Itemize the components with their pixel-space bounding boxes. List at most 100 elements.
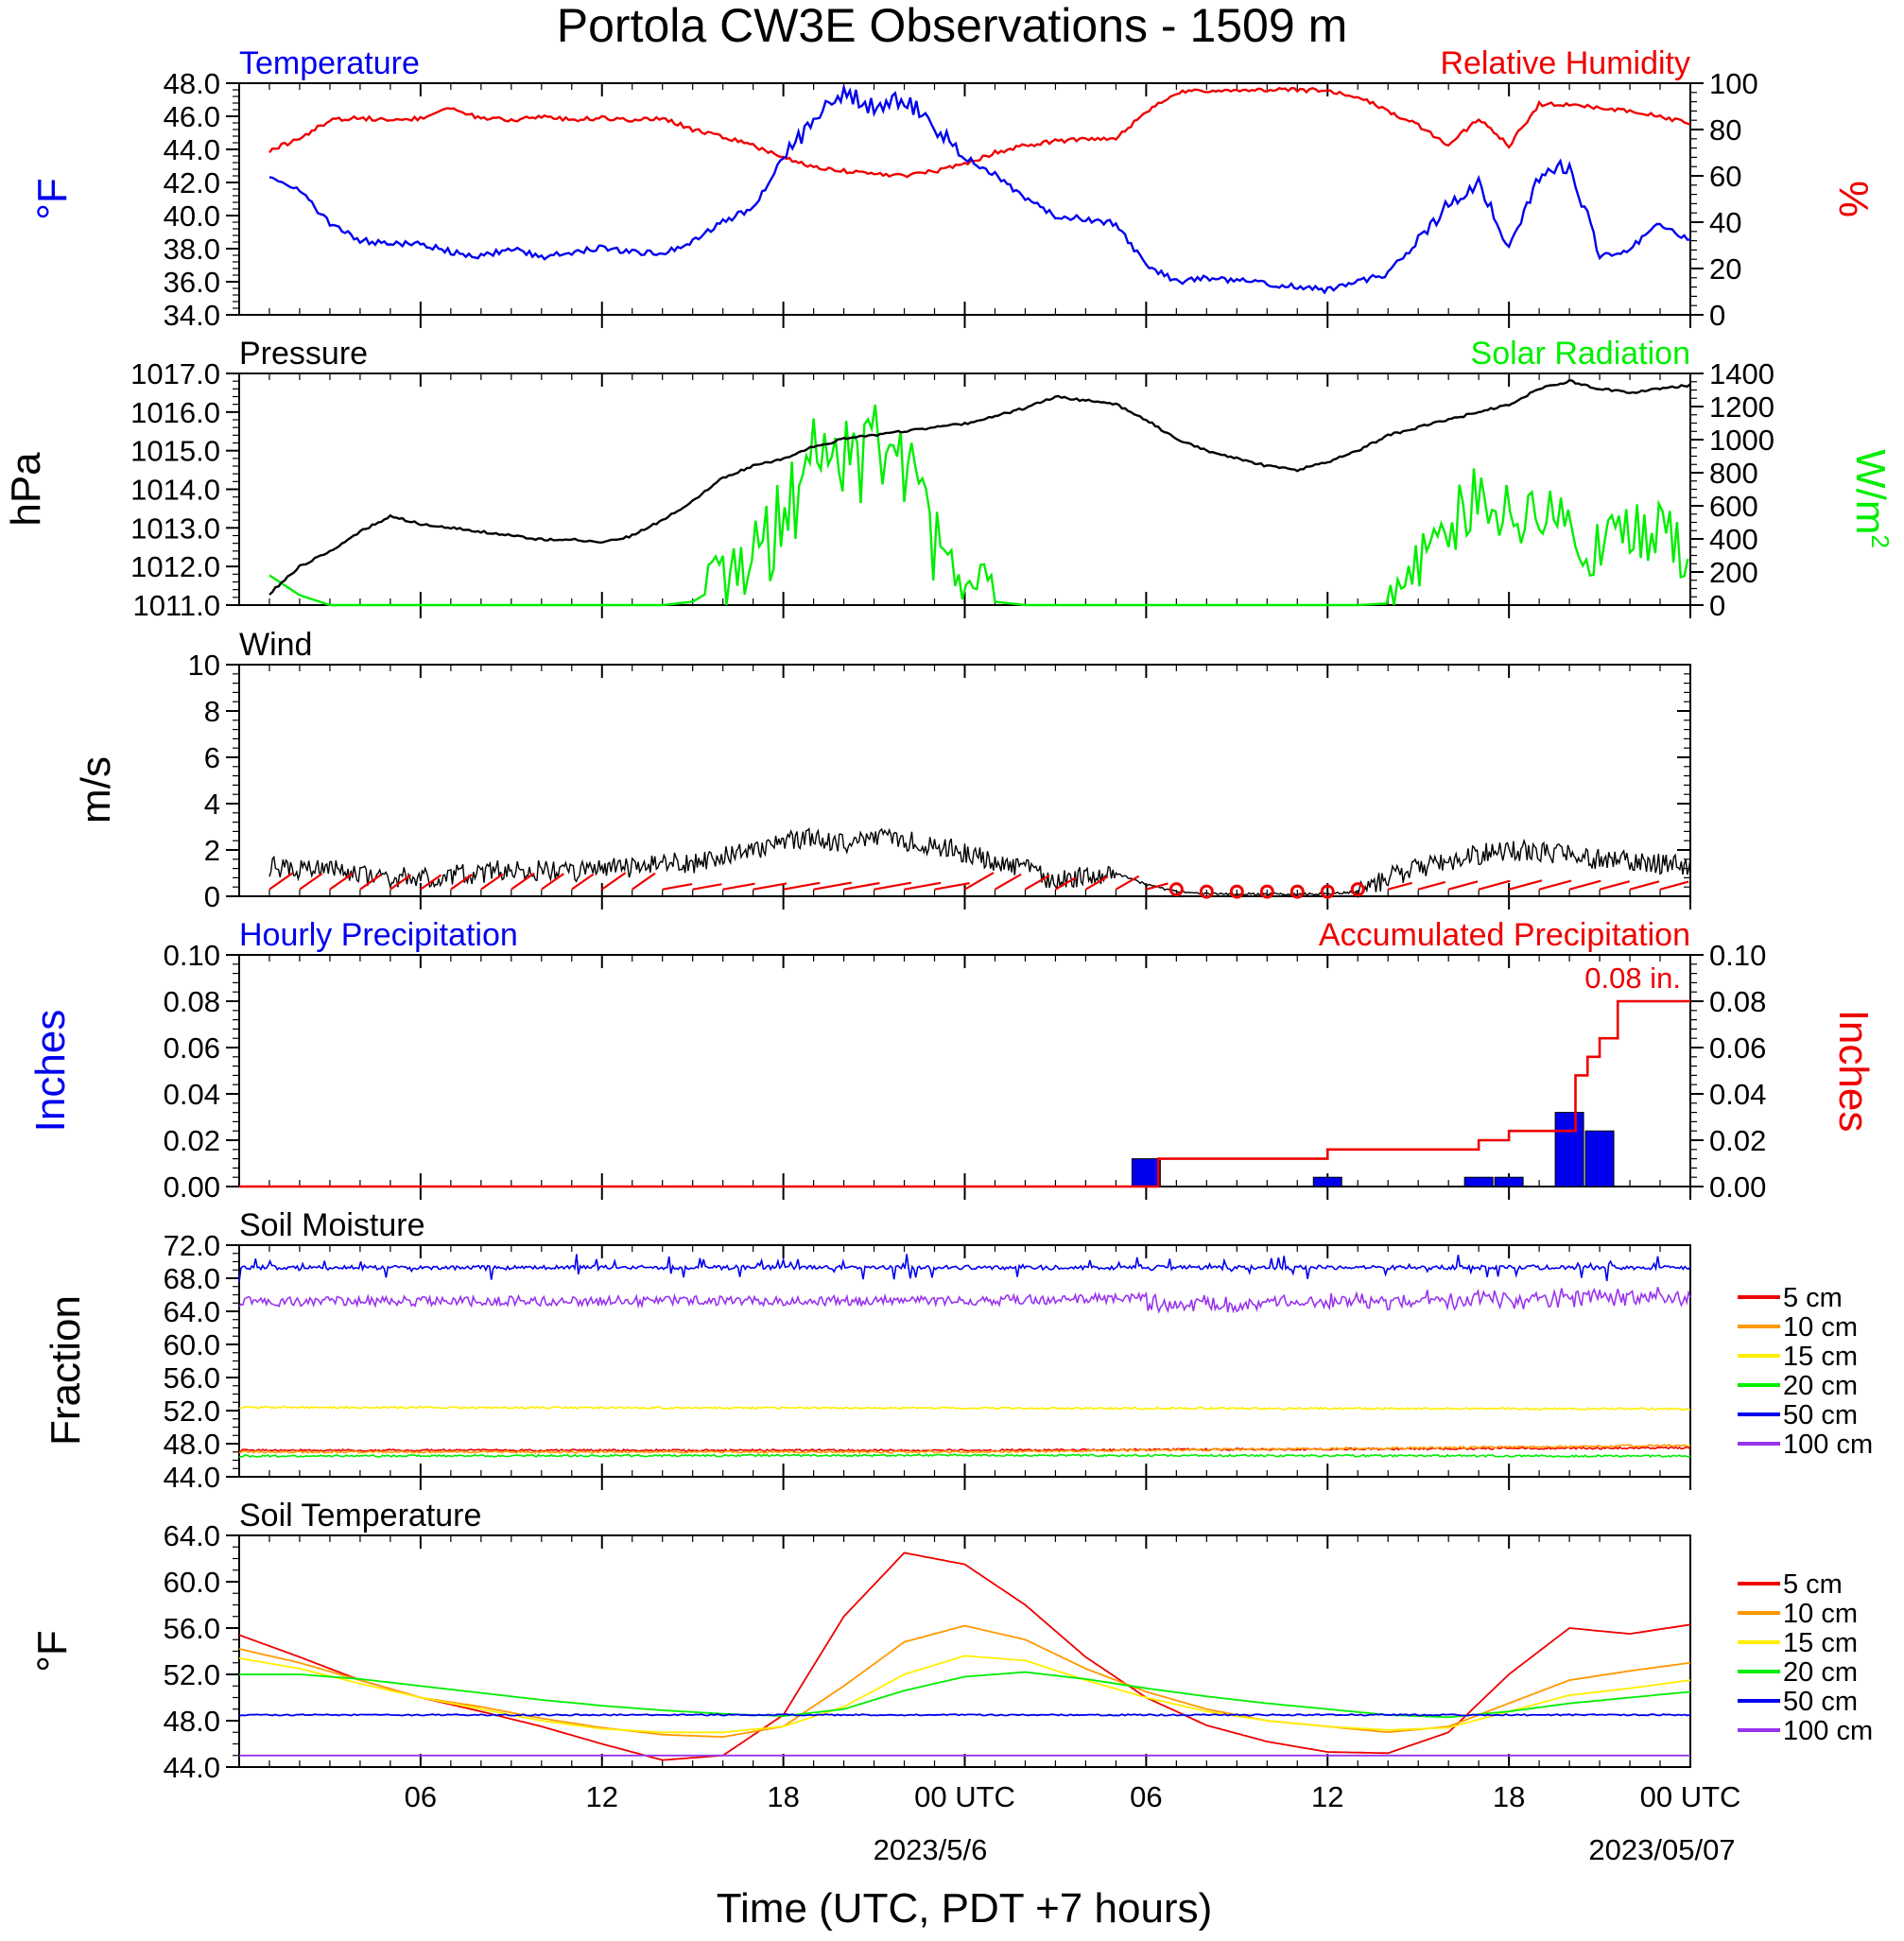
soil-moisture-axis-tick-label: 64.0: [164, 1295, 220, 1328]
temperature-axis-tick-label: 40.0: [164, 199, 220, 233]
wind-barb: [329, 872, 354, 891]
soil-temp-axis-tick-label: 52.0: [164, 1658, 220, 1691]
precip-hourly-axis-tick-label: 0.00: [164, 1170, 220, 1204]
hourly-precip-bar: [1312, 1176, 1342, 1187]
wind-barb: [450, 874, 473, 891]
temperature-axis-tick-label: 36.0: [164, 266, 220, 299]
wind-barb: [359, 874, 382, 891]
wind-barb: [1084, 875, 1109, 891]
wind-barb: [1054, 876, 1077, 891]
soil-moisture-line: [238, 1405, 1691, 1412]
wind-barb: [934, 882, 970, 891]
wind-barb: [571, 873, 595, 891]
wind-barb: [1387, 881, 1412, 891]
pressure-axis-tick-label: 1011.0: [132, 589, 220, 622]
pressure-title: Pressure: [239, 336, 368, 372]
soil-temp-axis-tick-label: 48.0: [164, 1705, 220, 1738]
humidity-axis-tick-label: 80: [1709, 113, 1741, 147]
wind-barb: [753, 882, 788, 891]
panel-1: 1017.0 1016.0 1015.0 1014.0 1013.0 1012.0 1011…: [3, 336, 1895, 622]
soil-moisture-axis-tick-label: 56.0: [164, 1361, 220, 1395]
soil-temp-line: [238, 1551, 1691, 1761]
soil-temp-axis-tick-label: 64.0: [164, 1519, 220, 1552]
soil-moisture-axis-tick-label: 72.0: [164, 1229, 220, 1262]
wind-barb: [268, 872, 294, 891]
wind-axis-tick-label: 8: [204, 695, 220, 728]
wind-barb: [1146, 882, 1168, 891]
calm-wind-marker: [1259, 884, 1274, 899]
legend-label: 20 cm: [1783, 1371, 1858, 1401]
legend-label: 10 cm: [1783, 1312, 1858, 1343]
precip-accum-axis-tick-label: 0.04: [1709, 1078, 1766, 1111]
x-tick-label: 00 UTC: [1640, 1780, 1741, 1813]
soil-moisture-axis-tick-label: 44.0: [164, 1461, 220, 1494]
soil-moisture-axis-tick-label: 52.0: [164, 1395, 220, 1428]
humidity-unit-label: %: [1830, 181, 1877, 217]
hourly-precip-bar: [1494, 1176, 1524, 1187]
legend-label: 10 cm: [1783, 1599, 1858, 1629]
hourly-precip-bar: [1131, 1158, 1161, 1187]
pressure-axis-tick-label: 1012.0: [130, 550, 220, 583]
solar-axis-tick-label: 400: [1709, 523, 1758, 556]
humidity-line: [268, 86, 1691, 179]
precip-accum-axis-tick-label: 0.00: [1709, 1170, 1766, 1204]
calm-wind-marker: [1229, 884, 1244, 899]
wind-barb: [722, 882, 755, 891]
wind-barb: [1629, 880, 1660, 891]
solar-unit-label: W/m2: [1847, 449, 1895, 548]
wind-barb: [601, 872, 627, 891]
soil-temp-unit-label: °F: [29, 1630, 76, 1672]
soil-moisture-axis-tick-label: 68.0: [164, 1262, 220, 1295]
accum-precip-line: [239, 999, 1690, 1188]
hourly-precip-title: Hourly Precipitation: [239, 917, 518, 953]
calm-wind-marker: [1290, 884, 1305, 899]
soil-temp-axis-tick-label: 44.0: [164, 1751, 220, 1784]
solar-axis-tick-label: 0: [1709, 589, 1725, 622]
wind-barb: [1568, 879, 1601, 891]
temperature-title: Temperature: [239, 45, 420, 81]
solar-axis-tick-label: 1200: [1709, 390, 1774, 424]
wind-barb: [1538, 879, 1572, 891]
wind-barb: [389, 874, 412, 891]
pressure-axis-tick-label: 1013.0: [130, 511, 220, 545]
wind-barb: [1024, 874, 1050, 891]
wind-barb: [511, 872, 535, 891]
wind-barb: [420, 874, 442, 891]
x-tick-label: 12: [1311, 1780, 1343, 1813]
wind-barb: [1599, 880, 1631, 891]
precip-accum-axis-tick-label: 0.10: [1709, 939, 1766, 972]
x-tick-label: 06: [405, 1780, 437, 1813]
soil-moisture-line: [238, 1453, 1691, 1459]
date-label-1: 2023/5/6: [874, 1833, 988, 1866]
soil-temp-line: [239, 1671, 1691, 1719]
legend-label: 50 cm: [1783, 1687, 1858, 1717]
legend-label: 100 cm: [1783, 1430, 1873, 1460]
precip-accum-axis-tick-label: 0.08: [1709, 985, 1766, 1018]
wind-barb: [632, 872, 656, 891]
precip-hourly-axis-tick-label: 0.02: [164, 1124, 220, 1157]
solar-line: [268, 404, 1689, 607]
wind-barb: [1417, 880, 1446, 891]
wind-unit-label: m/s: [73, 756, 119, 823]
solar-axis-tick-label: 800: [1709, 457, 1758, 490]
panel-4: 72.068.064.060.056.052.048.044.0 Soil Moi…: [43, 1207, 1873, 1494]
x-tick-label: 18: [1493, 1780, 1525, 1813]
humidity-title: Relative Humidity: [1440, 45, 1690, 81]
legend-label: 20 cm: [1783, 1657, 1858, 1688]
wind-axis-tick-label: 10: [188, 649, 220, 682]
pressure-unit-label: hPa: [3, 452, 49, 527]
wind-barb: [904, 881, 942, 891]
legend-label: 15 cm: [1783, 1342, 1858, 1372]
wind-barb: [692, 883, 722, 891]
precip-accum-axis-tick-label: 0.06: [1709, 1031, 1766, 1065]
temperature-line: [268, 82, 1691, 295]
calm-wind-marker: [1350, 882, 1365, 897]
panels-group: 48.046.044.042.040.038.036.034.010080604…: [3, 45, 1895, 1813]
x-tick-label: 06: [1130, 1780, 1162, 1813]
pressure-axis-tick-label: 1015.0: [130, 435, 220, 468]
wind-barb: [1447, 880, 1479, 891]
soil-temp-line: [238, 1713, 1691, 1717]
temperature-unit-label: °F: [29, 178, 76, 219]
chart-title: Portola CW3E Observations - 1509 m: [557, 0, 1347, 52]
accum-precip-title: Accumulated Precipitation: [1319, 917, 1690, 953]
